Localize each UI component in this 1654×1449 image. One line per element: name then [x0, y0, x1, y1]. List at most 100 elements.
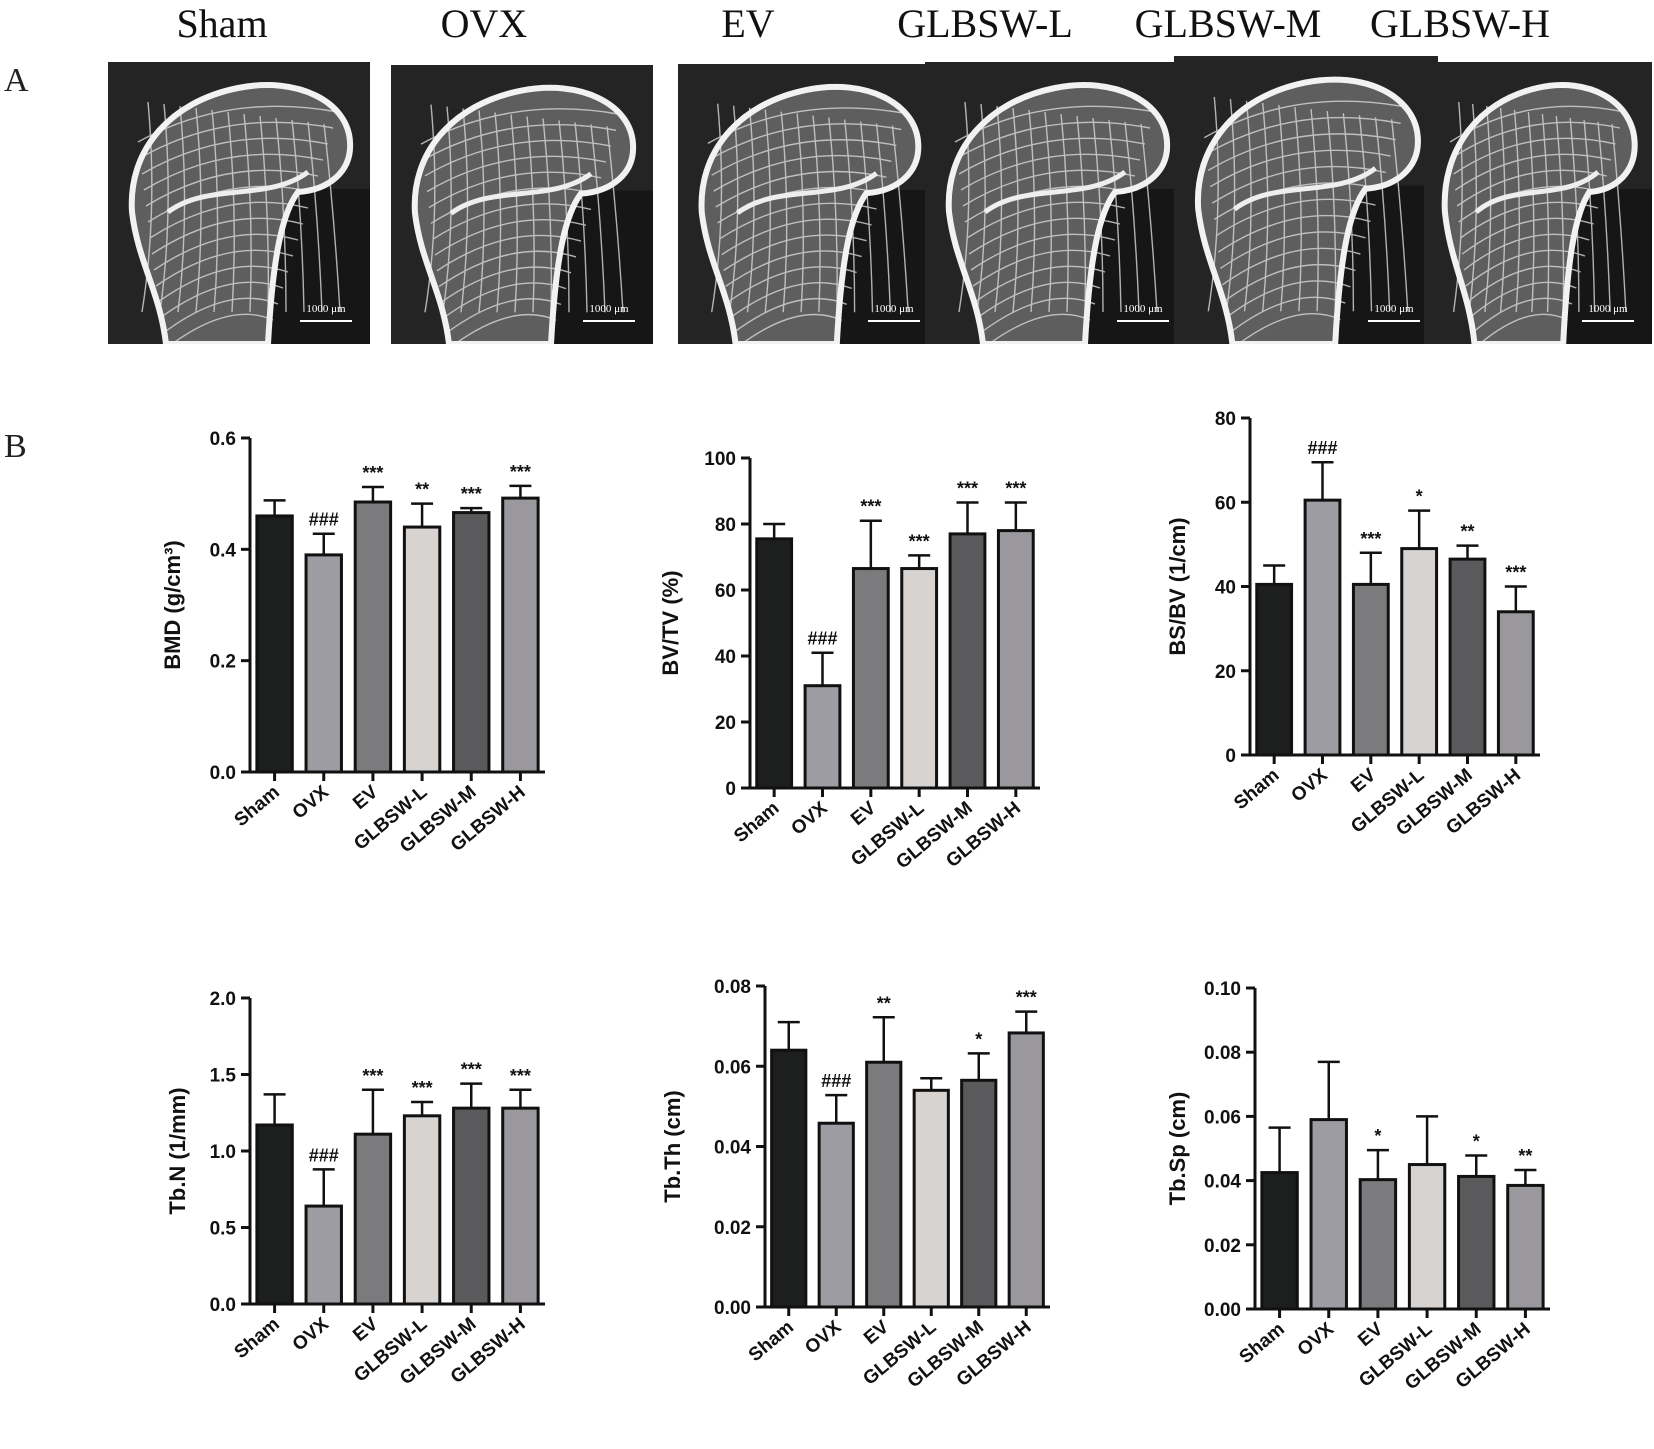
x-tick-label-ev: EV [349, 1314, 382, 1347]
image-label-glbsw-l: GLBSW-L [897, 1, 1073, 46]
y-tick-label: 0.10 [1204, 979, 1241, 1000]
bar-glbsw-l [1400, 547, 1439, 757]
y-tick-label: 0 [725, 779, 736, 800]
significance-glbsw-h: *** [1016, 988, 1037, 1008]
bar-ovx [803, 684, 842, 790]
significance-glbsw-l: *** [909, 531, 930, 551]
significance-glbsw-h: ** [1518, 1146, 1532, 1166]
x-tick-label-ev: EV [349, 782, 382, 815]
bar-ovx [304, 1204, 343, 1306]
y-tick-label: 0.04 [1204, 1172, 1241, 1193]
microct-image-sham: 1000 μm [108, 62, 370, 351]
image-label-ev: EV [721, 1, 775, 46]
x-tick-label-sham: Sham [745, 1317, 798, 1366]
bar-ovx [817, 1121, 855, 1309]
x-tick-label-ovx: OVX [801, 1317, 845, 1359]
y-tick-label: 1.0 [210, 1142, 236, 1163]
image-label-glbsw-h: GLBSW-H [1370, 1, 1550, 46]
y-tick-label: 0.00 [714, 1298, 751, 1319]
bar-ev [865, 1060, 903, 1309]
x-tick-label-ev: EV [1347, 765, 1380, 798]
significance-ev: * [1374, 1126, 1381, 1146]
chart-tb-sp-cm: Tb.Sp (cm) 0.00 0.02 0.04 0.06 0.08 0.10 Sham OV… [1110, 970, 1570, 1449]
y-tick-label: 0.06 [714, 1057, 751, 1078]
significance-glbsw-h: *** [1505, 563, 1526, 583]
y-tick-label: 60 [1215, 493, 1236, 514]
y-tick-label: 100 [704, 449, 736, 470]
bar-glbsw-m [960, 1078, 998, 1309]
significance-glbsw-h: *** [510, 1066, 531, 1086]
microct-image-ev: 1000 μm [678, 64, 938, 351]
microct-image-ovx: 1000 μm [391, 65, 653, 351]
y-tick-label: 0.0 [210, 763, 236, 784]
bar-ev [1351, 582, 1390, 757]
significance-ev: ** [877, 993, 891, 1013]
significance-glbsw-m: *** [461, 1060, 482, 1080]
y-tick-label: 80 [715, 515, 736, 536]
microct-image-glbsw-m: 1000 μm [1174, 56, 1438, 351]
x-tick-label-sham: Sham [231, 782, 284, 831]
scale-bar-label: 1000 μm [1374, 303, 1414, 315]
bar-ev [1358, 1178, 1398, 1311]
bar-sham [1255, 582, 1294, 757]
y-tick-label: 2.0 [210, 989, 236, 1010]
y-tick-label: 0.04 [714, 1138, 751, 1159]
y-axis-title: BV/TV (%) [658, 570, 683, 675]
y-tick-label: 20 [1215, 662, 1236, 683]
bar-ovx [1309, 1118, 1348, 1311]
scale-bar-label: 1000 μm [306, 303, 346, 315]
bar-sham [770, 1048, 808, 1309]
scale-bar-label: 1000 μm [1588, 303, 1628, 315]
image-label-sham: Sham [176, 1, 268, 46]
bar-glbsw-h [501, 1106, 540, 1306]
bar-glbsw-h [1496, 610, 1535, 757]
bar-sham [755, 537, 794, 790]
significance-glbsw-h: *** [510, 462, 531, 482]
panel-a-letter: A [4, 62, 29, 99]
significance-glbsw-l: *** [412, 1078, 433, 1098]
bar-glbsw-h [996, 529, 1035, 790]
significance-ev: *** [1360, 529, 1381, 549]
significance-glbsw-l: * [1416, 487, 1423, 507]
x-tick-label-sham: Sham [231, 1314, 284, 1363]
bar-glbsw-m [948, 532, 987, 790]
significance-glbsw-m: ** [1460, 522, 1474, 542]
image-label-glbsw-m: GLBSW-M [1134, 1, 1322, 46]
y-tick-label: 0.02 [714, 1218, 751, 1239]
x-tick-label-ovx: OVX [289, 782, 333, 824]
chart-bs-bv-1-cm: BS/BV (1/cm) 0 20 40 60 80 Sham ### OVX *** EV * GLB… [1110, 400, 1560, 895]
microct-image-glbsw-h: 1000 μm [1424, 62, 1652, 351]
bar-glbsw-m [1448, 557, 1487, 757]
chart-bmd-g-cm: BMD (g/cm³) 0.0 0.2 0.4 0.6 Sham ### OVX *** EV **… [110, 420, 565, 912]
scale-bar-label: 1000 μm [874, 303, 914, 315]
bar-sham [255, 1123, 294, 1306]
significance-ovx: ### [309, 510, 339, 530]
bar-glbsw-l [402, 1114, 442, 1306]
significance-glbsw-m: * [1473, 1132, 1480, 1152]
y-tick-label: 60 [715, 581, 736, 602]
panel-b-letter: B [4, 428, 27, 465]
bar-ovx [304, 553, 343, 774]
significance-ev: *** [362, 463, 383, 483]
significance-glbsw-m: *** [461, 484, 482, 504]
bar-glbsw-h [1506, 1183, 1545, 1311]
significance-glbsw-m: * [975, 1029, 982, 1049]
chart-bv-tv: BV/TV (%) 0 20 40 60 80 100 Sham ### OVX *** EV *** G… [600, 440, 1060, 928]
y-tick-label: 80 [1215, 409, 1236, 430]
bar-glbsw-m [452, 1106, 491, 1306]
bar-glbsw-h [1007, 1031, 1045, 1309]
scale-bar-label: 1000 μm [1123, 303, 1163, 315]
image-label-ovx: OVX [440, 1, 528, 46]
bar-glbsw-m [1457, 1174, 1496, 1311]
y-tick-label: 0.08 [1204, 1043, 1241, 1064]
y-tick-label: 40 [715, 647, 736, 668]
y-tick-label: 0.6 [210, 429, 236, 450]
bar-glbsw-m [452, 511, 491, 774]
x-tick-label-ovx: OVX [787, 798, 831, 840]
y-axis-title: Tb.N (1/mm) [165, 1087, 190, 1214]
bar-ovx [1303, 498, 1342, 757]
y-tick-label: 0 [1225, 746, 1236, 767]
x-tick-label-sham: Sham [730, 798, 783, 847]
x-tick-label-ev: EV [860, 1317, 893, 1350]
x-tick-label-sham: Sham [1236, 1319, 1289, 1368]
